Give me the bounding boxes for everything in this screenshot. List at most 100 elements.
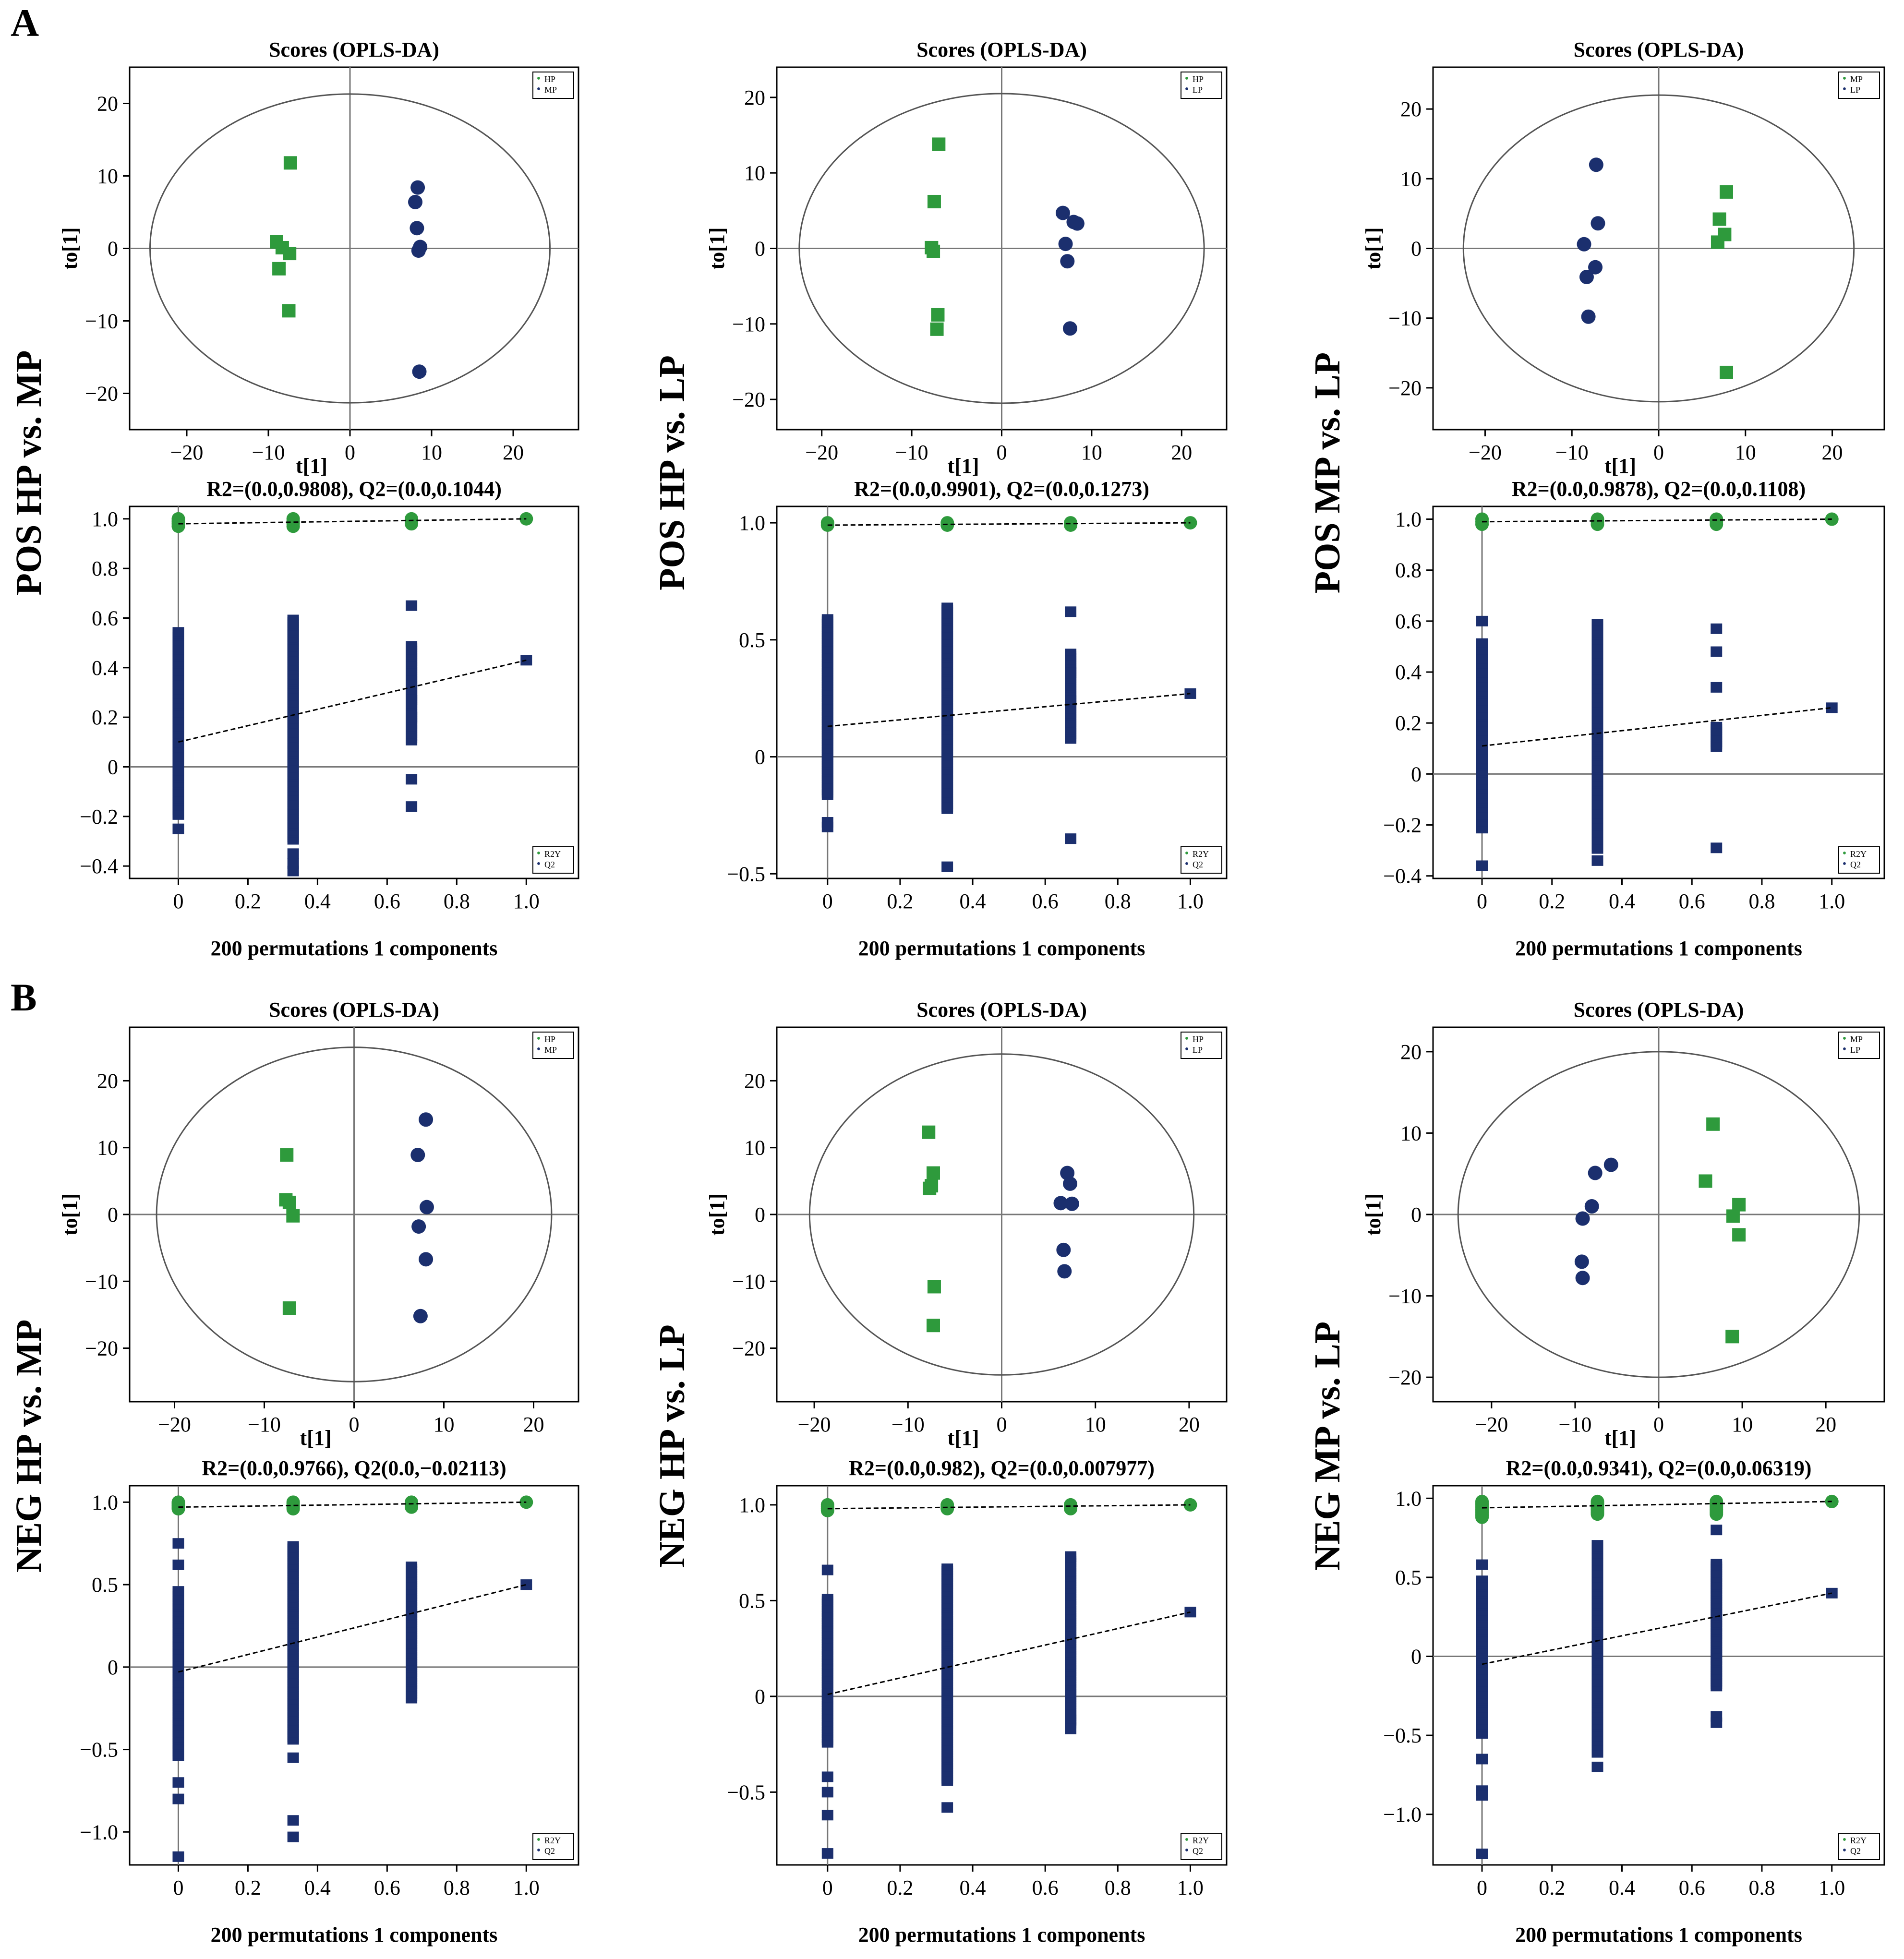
q2-permutation-point: [821, 1787, 833, 1798]
data-point-lp: [1575, 1271, 1590, 1286]
q2-permutation-point: [1591, 855, 1603, 866]
x-axis-label: t[1]: [1604, 454, 1636, 478]
q2-regression-line: [1482, 1592, 1832, 1665]
q2-permutation-point: [1476, 1575, 1488, 1583]
x-tick-label: 0.8: [1748, 1876, 1775, 1899]
plot-frame: [129, 505, 579, 879]
scores-title: Scores (OPLS-DA): [1574, 38, 1744, 61]
legend-marker: •: [1843, 847, 1846, 860]
x-tick-label: 0.4: [960, 1876, 986, 1899]
x-tick-label: 1.0: [1177, 1876, 1204, 1899]
y-tick-label: 0: [755, 237, 765, 261]
r2y-regression-line: [827, 1504, 1191, 1510]
data-point-lp: [1588, 1166, 1603, 1180]
y-tick-label: 0.6: [1395, 610, 1422, 633]
legend-box: [1838, 846, 1880, 874]
data-point-hp: [272, 262, 286, 276]
y-tick-label: 0.4: [1395, 661, 1422, 684]
legend-box: [532, 1032, 574, 1059]
scores-title: Scores (OPLS-DA): [269, 998, 439, 1022]
q2-permutation-point: [1591, 1540, 1603, 1547]
comparison-label: NEG HP vs. LP: [652, 1324, 692, 1568]
q2-real-point: [520, 1579, 532, 1590]
data-point-lp: [1064, 1196, 1079, 1211]
legend-label: MP: [1850, 1034, 1863, 1044]
x-tick-label: 0.6: [374, 889, 400, 913]
x-tick-label: 0.2: [235, 1876, 261, 1899]
comparison-label: POS HP vs. LP: [652, 355, 692, 590]
q2-permutation-point: [287, 848, 299, 859]
r2y-permutation-point: [405, 512, 419, 526]
q2-permutation-point: [941, 602, 953, 610]
legend-marker: •: [1185, 1844, 1189, 1857]
data-point-mp: [413, 1309, 428, 1323]
y-tick-label: 0: [108, 1203, 118, 1226]
legend-label: HP: [544, 1034, 555, 1044]
q2-permutation-point: [287, 1831, 299, 1842]
y-axis-label: to[1]: [705, 228, 729, 270]
data-point-hp: [282, 304, 296, 318]
q2-permutation-point: [172, 1793, 184, 1804]
r2y-permutation-point: [820, 1498, 834, 1512]
q2-permutation-point: [172, 823, 184, 834]
y-tick-label: 10: [744, 161, 765, 185]
q2-permutation-point: [1476, 1790, 1488, 1801]
chart-neg-hp-mp: Scores (OPLS-DA) −20 −10 0 10 20 −20 −10 0 10 20 t[…: [9, 998, 579, 1947]
plot-frame: [129, 1485, 579, 1866]
q2-permutation-point: [821, 1564, 833, 1575]
data-point-mp: [412, 364, 427, 379]
legend-label: LP: [1193, 1045, 1203, 1055]
r2y-regression-line: [1482, 1501, 1832, 1509]
y-tick-label: −0.4: [80, 854, 118, 878]
q2-permutation-point: [1065, 1551, 1077, 1562]
hotelling-ellipse: [808, 1053, 1195, 1376]
data-point-lp: [1577, 237, 1591, 252]
q2-permutation-point: [1476, 615, 1488, 626]
y-tick-label: 0.2: [92, 706, 118, 729]
data-point-lp: [1058, 237, 1073, 252]
scores-title: Scores (OPLS-DA): [916, 998, 1087, 1022]
r2y-permutation-point: [286, 1495, 300, 1509]
plot-frame: [1432, 505, 1885, 879]
x-axis-label: t[1]: [1604, 1426, 1636, 1450]
r2y-regression-line: [178, 1501, 527, 1508]
q2-permutation-point: [1065, 1723, 1077, 1734]
permutation-plot: R2=(0.0,0.9341), Q2=(0.0,0.06319) 0 0.2 0.4…: [1383, 1456, 1885, 1947]
r2y-regression-line: [178, 518, 527, 525]
x-axis-label: t[1]: [296, 454, 327, 478]
q2-permutation-point: [172, 627, 184, 634]
r2y-permutation-point: [820, 516, 834, 530]
permutation-title: R2=(0.0,0.982), Q2=(0.0,0.007977): [849, 1456, 1155, 1480]
r2y-permutation-point: [1710, 1494, 1723, 1508]
scores-plot: Scores (OPLS-DA) −20 −10 0 10 20 −20 −10 0 10 20 t[…: [705, 998, 1228, 1450]
chart-pos-mp-lp: Scores (OPLS-DA) −20 −10 0 10 20 −20 −10 0 10 20 t[…: [1307, 38, 1885, 960]
legend-marker: •: [1185, 1043, 1189, 1056]
data-point-lp: [1063, 1176, 1078, 1191]
data-point-mp: [419, 1112, 434, 1127]
x-tick-label: −10: [1555, 441, 1589, 464]
x-tick-label: −20: [805, 441, 838, 464]
x-axis-label: 200 permutations 1 components: [858, 1923, 1145, 1947]
legend-label: LP: [1850, 1045, 1860, 1055]
y-tick-label: 0: [108, 756, 118, 779]
permutation-plot: R2=(0.0,0.9901), Q2=(0.0,0.1273) 0 0.2 0.4 0…: [727, 477, 1228, 960]
scores-plot: Scores (OPLS-DA) −20 −10 0 10 20 −20 −10 0 10 20 t[…: [58, 38, 579, 478]
legend-box: [1181, 1833, 1222, 1860]
data-point-lp: [1056, 1242, 1071, 1257]
permutation-title: R2=(0.0,0.9901), Q2=(0.0,0.1273): [854, 477, 1149, 501]
legend-marker: •: [1843, 1834, 1846, 1846]
legend-label: Q2: [544, 1846, 555, 1856]
data-point-mp: [1720, 365, 1733, 379]
legend-marker: •: [537, 847, 541, 860]
legend-label: R2Y: [544, 849, 561, 859]
r2y-permutation-point: [171, 512, 185, 526]
x-tick-label: 10: [1081, 441, 1102, 464]
y-tick-label: 1.0: [739, 1493, 765, 1517]
x-axis-label: t[1]: [300, 1426, 332, 1450]
x-tick-label: 0.8: [444, 889, 470, 913]
y-tick-label: 20: [744, 86, 765, 109]
q2-permutation-point: [172, 1851, 184, 1862]
x-axis-label: 200 permutations 1 components: [211, 1923, 498, 1947]
y-tick-label: 0: [1411, 1203, 1422, 1226]
x-tick-label: 0: [822, 889, 833, 913]
